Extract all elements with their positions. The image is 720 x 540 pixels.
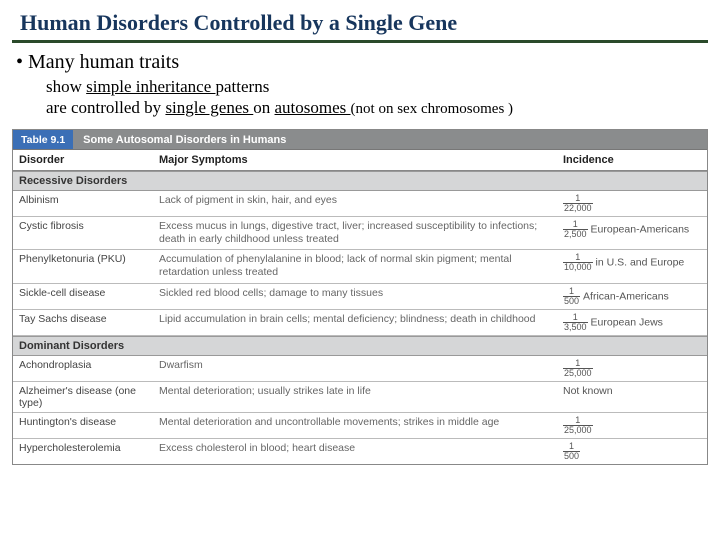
table-row: Albinism Lack of pigment in skin, hair, … — [13, 191, 707, 217]
cell-incidence: 1500African-Americans — [557, 284, 707, 309]
cell-incidence: 125,000 — [557, 413, 707, 438]
cell-disorder: Albinism — [13, 191, 153, 216]
cell-disorder: Achondroplasia — [13, 356, 153, 381]
sub-line-2: are controlled by single genes on autoso… — [46, 97, 708, 119]
cell-incidence: 125,000 — [557, 356, 707, 381]
cell-symptoms: Mental deterioration and uncontrollable … — [153, 413, 557, 438]
table-header-bar: Table 9.1 Some Autosomal Disorders in Hu… — [13, 130, 707, 150]
col-disorder: Disorder — [13, 150, 153, 170]
cell-incidence: 1500 — [557, 439, 707, 464]
section-dominant: Dominant Disorders — [13, 336, 707, 356]
cell-symptoms: Lipid accumulation in brain cells; menta… — [153, 310, 557, 335]
cell-symptoms: Dwarfism — [153, 356, 557, 381]
cell-disorder: Phenylketonuria (PKU) — [13, 250, 153, 282]
cell-symptoms: Lack of pigment in skin, hair, and eyes — [153, 191, 557, 216]
text: patterns — [216, 77, 270, 96]
cell-incidence: 110,000in U.S. and Europe — [557, 250, 707, 282]
section-recessive: Recessive Disorders — [13, 171, 707, 191]
cell-disorder: Hypercholesterolemia — [13, 439, 153, 464]
table-row: Phenylketonuria (PKU) Accumulation of ph… — [13, 250, 707, 283]
table-row: Alzheimer's disease (one type) Mental de… — [13, 382, 707, 413]
cell-incidence: 13,500European Jews — [557, 310, 707, 335]
text-paren: (not on sex chromosomes ) — [351, 101, 513, 117]
cell-symptoms: Excess mucus in lungs, digestive tract, … — [153, 217, 557, 249]
cell-symptoms: Excess cholesterol in blood; heart disea… — [153, 439, 557, 464]
cell-disorder: Tay Sachs disease — [13, 310, 153, 335]
bullet-main: Many human traits — [16, 51, 708, 74]
text: on — [253, 98, 274, 117]
cell-disorder: Cystic fibrosis — [13, 217, 153, 249]
cell-disorder: Huntington's disease — [13, 413, 153, 438]
col-incidence: Incidence — [557, 150, 707, 170]
slide-title: Human Disorders Controlled by a Single G… — [12, 8, 708, 43]
col-symptoms: Major Symptoms — [153, 150, 557, 170]
text-underline: autosomes — [275, 98, 351, 117]
cell-incidence: 12,500European-Americans — [557, 217, 707, 249]
table-row: Cystic fibrosis Excess mucus in lungs, d… — [13, 217, 707, 250]
cell-disorder: Sickle-cell disease — [13, 284, 153, 309]
text: show — [46, 77, 86, 96]
text-underline: single genes — [165, 98, 253, 117]
table-row: Sickle-cell disease Sickled red blood ce… — [13, 284, 707, 310]
text: are controlled by — [46, 98, 165, 117]
disorders-table: Table 9.1 Some Autosomal Disorders in Hu… — [12, 129, 708, 465]
table-row: Achondroplasia Dwarfism 125,000 — [13, 356, 707, 382]
cell-incidence: 122,000 — [557, 191, 707, 216]
cell-symptoms: Sickled red blood cells; damage to many … — [153, 284, 557, 309]
text-underline: simple inheritance — [86, 77, 215, 96]
table-row: Hypercholesterolemia Excess cholesterol … — [13, 439, 707, 464]
table-row: Tay Sachs disease Lipid accumulation in … — [13, 310, 707, 336]
cell-incidence: Not known — [557, 382, 707, 412]
table-row: Huntington's disease Mental deterioratio… — [13, 413, 707, 439]
cell-disorder: Alzheimer's disease (one type) — [13, 382, 153, 412]
cell-symptoms: Accumulation of phenylalanine in blood; … — [153, 250, 557, 282]
cell-symptoms: Mental deterioration; usually strikes la… — [153, 382, 557, 412]
table-caption: Some Autosomal Disorders in Humans — [73, 134, 286, 146]
table-number: Table 9.1 — [13, 130, 73, 149]
table-column-headers: Disorder Major Symptoms Incidence — [13, 150, 707, 171]
sub-line-1: show simple inheritance patterns — [46, 76, 708, 97]
